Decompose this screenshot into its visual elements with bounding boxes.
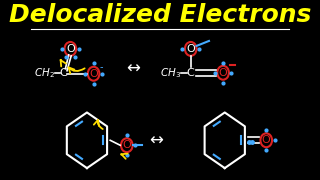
Text: $CH_2$: $CH_2$ — [34, 66, 55, 80]
Text: C: C — [187, 68, 195, 78]
Text: ↔: ↔ — [126, 60, 140, 78]
Text: O: O — [186, 44, 195, 54]
Text: O: O — [262, 135, 271, 145]
Text: O: O — [89, 69, 98, 79]
Text: ↔: ↔ — [149, 131, 163, 149]
Text: Delocalized Electrons: Delocalized Electrons — [9, 3, 311, 27]
Text: O: O — [123, 140, 131, 150]
Text: C: C — [59, 68, 67, 78]
Text: $CH_3$: $CH_3$ — [160, 66, 181, 80]
Text: O: O — [66, 44, 75, 54]
Text: O: O — [219, 68, 228, 78]
Text: -: - — [99, 62, 103, 72]
